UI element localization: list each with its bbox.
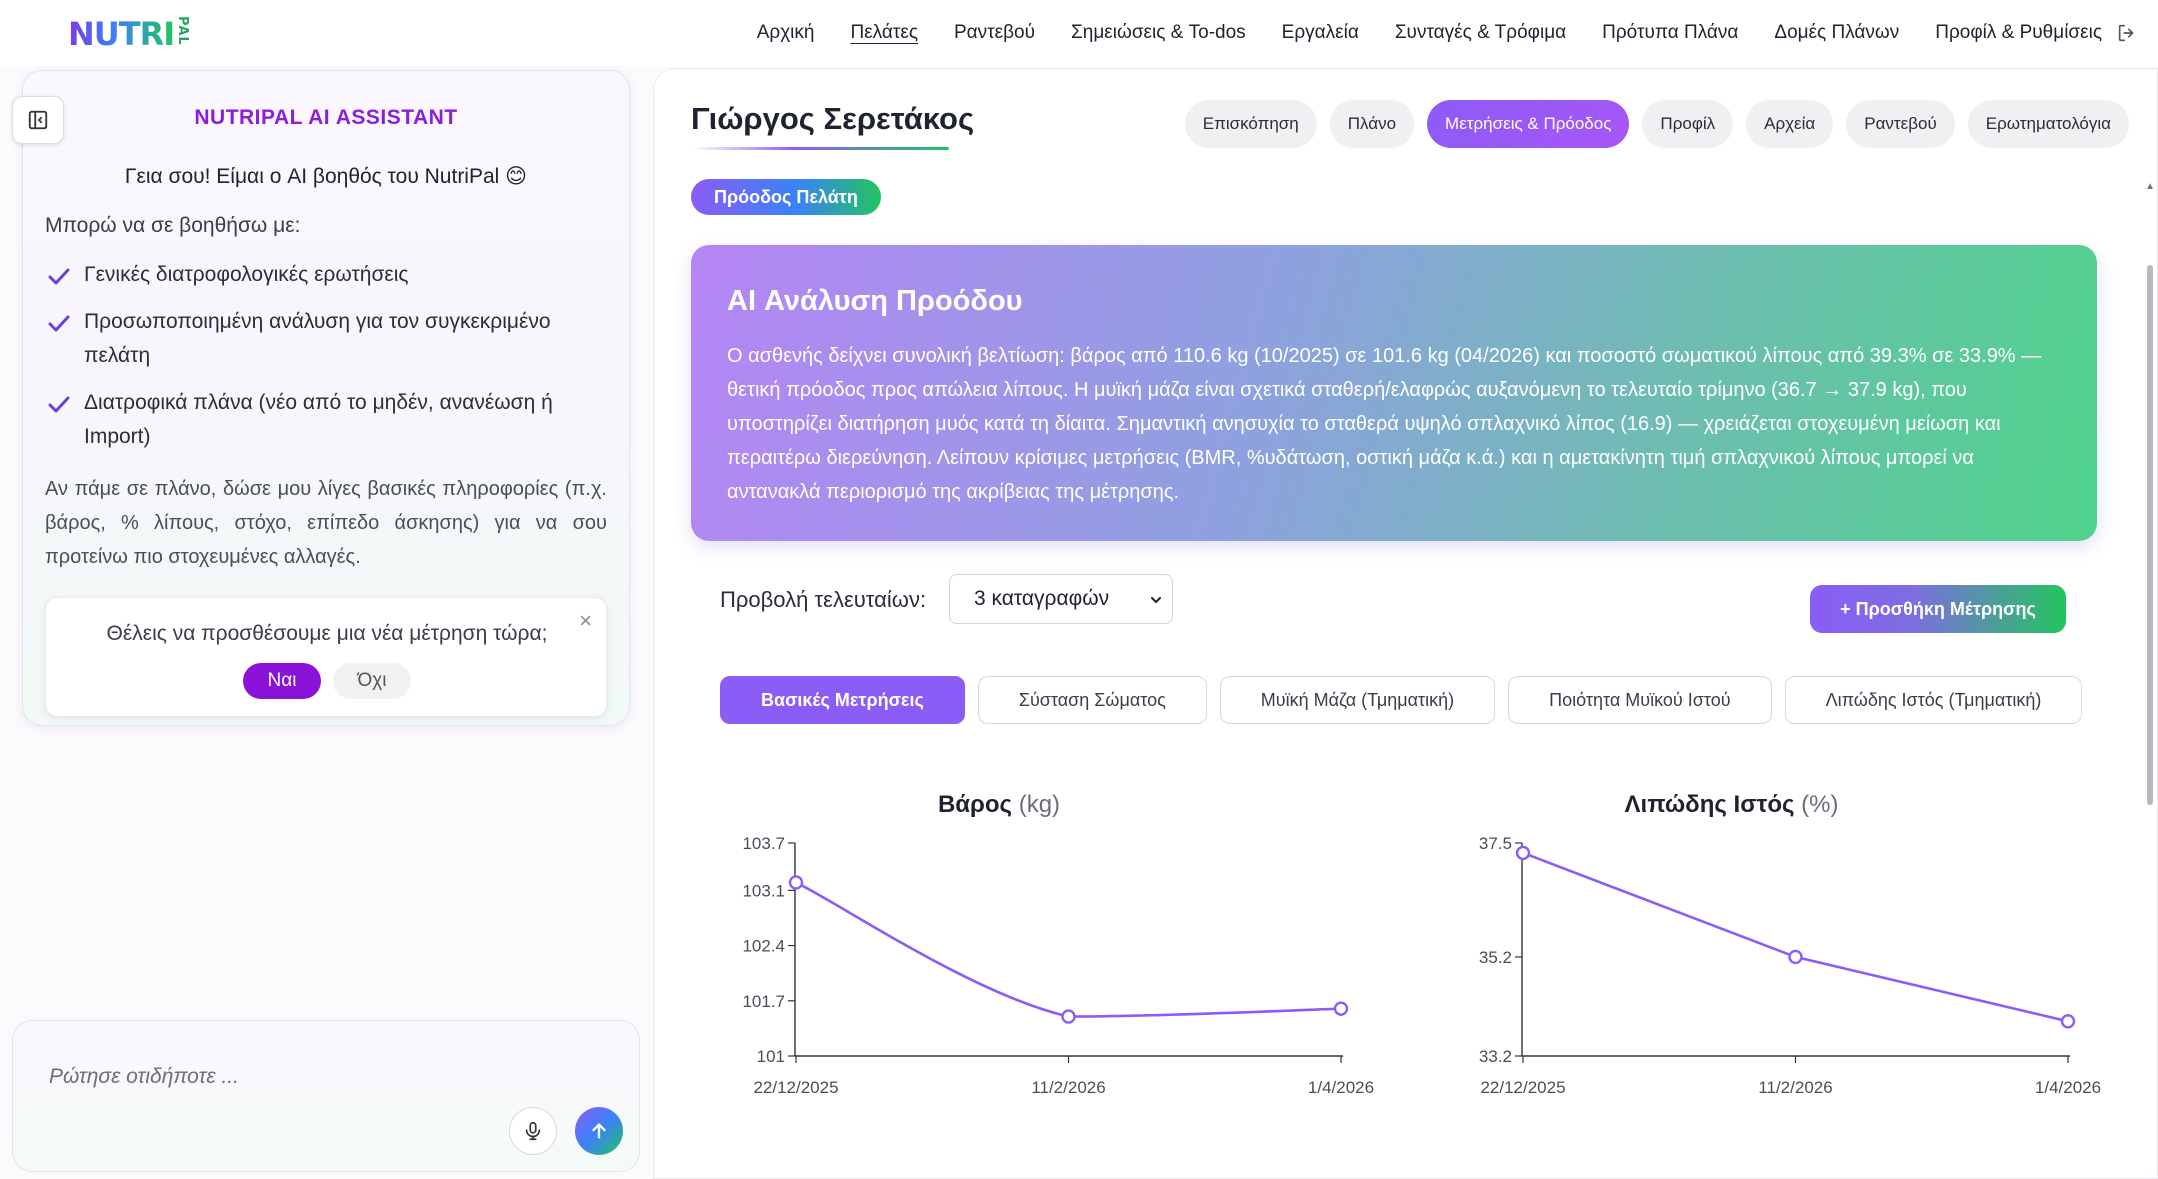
ai-assistant-title: NUTRIPAL AI ASSISTANT xyxy=(194,106,458,129)
subtab-4[interactable]: Λιπώδης Ιστός (Τμηματική) xyxy=(1784,676,2083,724)
ai-paragraph: Αν πάμε σε πλάνο, δώσε μου λίγες βασικές… xyxy=(45,478,607,568)
records-select[interactable]: 3 καταγραφών xyxy=(949,574,1173,624)
client-name: Γιώργος Σερετάκος xyxy=(691,101,975,136)
weight-chart-title: Βάρος (kg) xyxy=(824,791,1174,819)
section-pill: Πρόοδος Πελάτη xyxy=(691,179,881,215)
logout-icon[interactable] xyxy=(2116,22,2138,44)
scrollbar-thumb[interactable] xyxy=(2147,265,2153,805)
collapse-sidebar-button[interactable] xyxy=(12,96,64,144)
data-point xyxy=(1061,1009,1076,1024)
analysis-text: Ο ασθενής δείχνει συνολική βελτίωση: βάρ… xyxy=(727,345,2042,503)
y-tick-label: 35.2 xyxy=(1479,948,1512,967)
data-point xyxy=(788,875,804,890)
client-tabs: Επισκόπηση Πλάνο Μετρήσεις & Πρόοδος Προφίλ… xyxy=(1184,100,2129,148)
subtab-3[interactable]: Ποιότητα Μυϊκού Ιστού xyxy=(1508,676,1772,724)
x-tick-label: 11/2/2026 xyxy=(1031,1078,1105,1097)
check-icon xyxy=(48,315,70,332)
weight-line-chart: 101 101.7 102.4 103.1 103.7 22/12/2025 11/2/20… xyxy=(742,834,1374,1097)
add-measurement-prompt: Θέλεις να προσθέσουμε μια νέα μέτρηση τώ… xyxy=(45,597,607,717)
capability-text: Διατροφικά πλάνα (νέο από το μηδέν, αναν… xyxy=(84,391,553,448)
tab-3[interactable]: Προφίλ xyxy=(1642,100,1734,148)
microphone-icon xyxy=(525,1121,541,1141)
add-measurement-button[interactable]: + Προσθήκη Μέτρησης xyxy=(1810,585,2066,633)
capability-item: Διατροφικά πλάνα (νέο από το μηδέν, αναν… xyxy=(45,386,605,454)
x-tick-label: 1/4/2026 xyxy=(1308,1078,1374,1097)
scroll-up-arrow[interactable]: ▲ xyxy=(2145,181,2155,192)
ai-analysis-card: AI Ανάλυση Προόδου Ο ασθενής δείχνει συν… xyxy=(691,245,2097,541)
tab-5[interactable]: Ραντεβού xyxy=(1846,100,1955,148)
nav-item-5[interactable]: Συνταγές & Τρόφιμα xyxy=(1394,22,1567,43)
arrow-up-icon xyxy=(592,1123,606,1139)
subtab-2[interactable]: Μυϊκή Μάζα (Τμηματική) xyxy=(1219,676,1496,724)
y-tick-label: 33.2 xyxy=(1479,1047,1512,1066)
y-tick-label: 103.7 xyxy=(742,834,785,853)
nav-item-8[interactable]: Προφίλ & Ρυθμίσεις xyxy=(1935,22,2102,43)
x-tick-label: 11/2/2026 xyxy=(1758,1078,1832,1097)
check-icon xyxy=(48,396,70,413)
y-tick-label: 37.5 xyxy=(1479,834,1512,853)
nav-item-3[interactable]: Σημειώσεις & To-dos xyxy=(1071,22,1246,43)
tab-6[interactable]: Ερωτηματολόγια xyxy=(1967,100,2129,148)
tab-2[interactable]: Μετρήσεις & Πρόοδος xyxy=(1427,100,1630,148)
nutripal-logo[interactable]: NUTRI PAL xyxy=(68,14,191,54)
chat-input-box[interactable]: Ρώτησε οτιδήποτε ... xyxy=(12,1020,640,1172)
analysis-title: AI Ανάλυση Προόδου xyxy=(727,285,1023,317)
chevron-down-icon xyxy=(1151,597,1161,603)
subtab-1[interactable]: Σύσταση Σώματος xyxy=(977,676,1207,724)
data-point xyxy=(1333,1001,1349,1016)
tab-0[interactable]: Επισκόπηση xyxy=(1184,100,1317,148)
y-tick-label: 102.4 xyxy=(742,937,785,956)
chat-input-placeholder: Ρώτησε οτιδήποτε ... xyxy=(49,1065,239,1088)
capability-text: Γενικές διατροφολογικές ερωτήσεις xyxy=(84,263,409,286)
ai-intro: Μπορώ να σε βοηθήσω με: xyxy=(45,214,301,237)
x-tick-label: 1/4/2026 xyxy=(2035,1078,2101,1097)
fat-chart-unit: (%) xyxy=(1801,791,1839,818)
nav-item-7[interactable]: Δομές Πλάνων xyxy=(1774,22,1900,43)
nav-item-1[interactable]: Πελάτες xyxy=(850,22,918,43)
fat-line-chart: 33.2 35.2 37.5 22/12/2025 11/2/2026 1/4/2026 xyxy=(1479,834,2101,1097)
nav-item-6[interactable]: Πρότυπα Πλάνα xyxy=(1602,22,1739,43)
x-tick-label: 22/12/2025 xyxy=(1480,1078,1565,1097)
no-button[interactable]: Όχι xyxy=(333,663,411,699)
subtab-0[interactable]: Βασικές Μετρήσεις xyxy=(720,676,965,724)
capability-text: Προσωποποιημένη ανάλυση για τον συγκεκρι… xyxy=(84,310,551,367)
microphone-button[interactable] xyxy=(509,1107,557,1155)
logo-sub-text: PAL xyxy=(175,16,191,46)
capability-item: Γενικές διατροφολογικές ερωτήσεις xyxy=(45,258,605,292)
yes-button[interactable]: Ναι xyxy=(243,663,321,699)
main-nav: Αρχική Πελάτες Ραντεβού Σημειώσεις & To-dos… xyxy=(757,0,2102,66)
nav-item-4[interactable]: Εργαλεία xyxy=(1281,22,1359,43)
ai-capabilities-list: Γενικές διατροφολογικές ερωτήσεις Προσωπο… xyxy=(45,258,605,467)
sidebar-collapse-icon xyxy=(28,110,48,130)
nav-item-2[interactable]: Ραντεβού xyxy=(954,22,1036,43)
data-point xyxy=(1788,949,1803,965)
close-icon[interactable]: × xyxy=(579,608,592,633)
logo-main-text: NUTRI xyxy=(68,15,175,53)
weight-chart-unit: (kg) xyxy=(1018,791,1061,818)
series-line xyxy=(1522,851,2069,1023)
y-tick-label: 101 xyxy=(757,1047,785,1066)
check-icon xyxy=(48,268,70,285)
send-button[interactable] xyxy=(575,1107,623,1155)
y-tick-label: 103.1 xyxy=(742,881,785,900)
capability-item: Προσωποποιημένη ανάλυση για τον συγκεκρι… xyxy=(45,305,605,373)
nav-item-0[interactable]: Αρχική xyxy=(756,22,815,43)
data-point xyxy=(1515,845,1531,861)
y-tick-label: 101.7 xyxy=(742,992,785,1011)
tab-4[interactable]: Αρχεία xyxy=(1746,100,1834,148)
client-main-panel: Γιώργος Σερετάκος Επισκόπηση Πλάνο Μετρήσε… xyxy=(653,68,2158,1179)
tab-1[interactable]: Πλάνο xyxy=(1329,100,1415,148)
top-navigation: NUTRI PAL Αρχική Πελάτες Ραντεβού Σημειώσει… xyxy=(0,0,2158,66)
view-label: Προβολή τελευταίων: xyxy=(720,587,927,612)
name-underline xyxy=(691,147,949,150)
ai-greeting: Γεια σου! Είμαι ο AI βοηθός του NutriPal… xyxy=(124,165,528,188)
prompt-question: Θέλεις να προσθέσουμε μια νέα μέτρηση τώ… xyxy=(106,622,548,645)
fat-chart-title-text: Λιπώδης Ιστός xyxy=(1624,791,1795,818)
data-point xyxy=(2060,1014,2076,1029)
measurement-subtabs: Βασικές Μετρήσεις Σύσταση Σώματος Μυϊκή Μά… xyxy=(720,676,2083,724)
records-select-value: 3 καταγραφών xyxy=(974,587,1110,610)
x-tick-label: 22/12/2025 xyxy=(753,1078,838,1097)
weight-chart-title-text: Βάρος xyxy=(937,791,1013,818)
fat-chart-title: Λιπώδης Ιστός (%) xyxy=(1534,791,1929,819)
